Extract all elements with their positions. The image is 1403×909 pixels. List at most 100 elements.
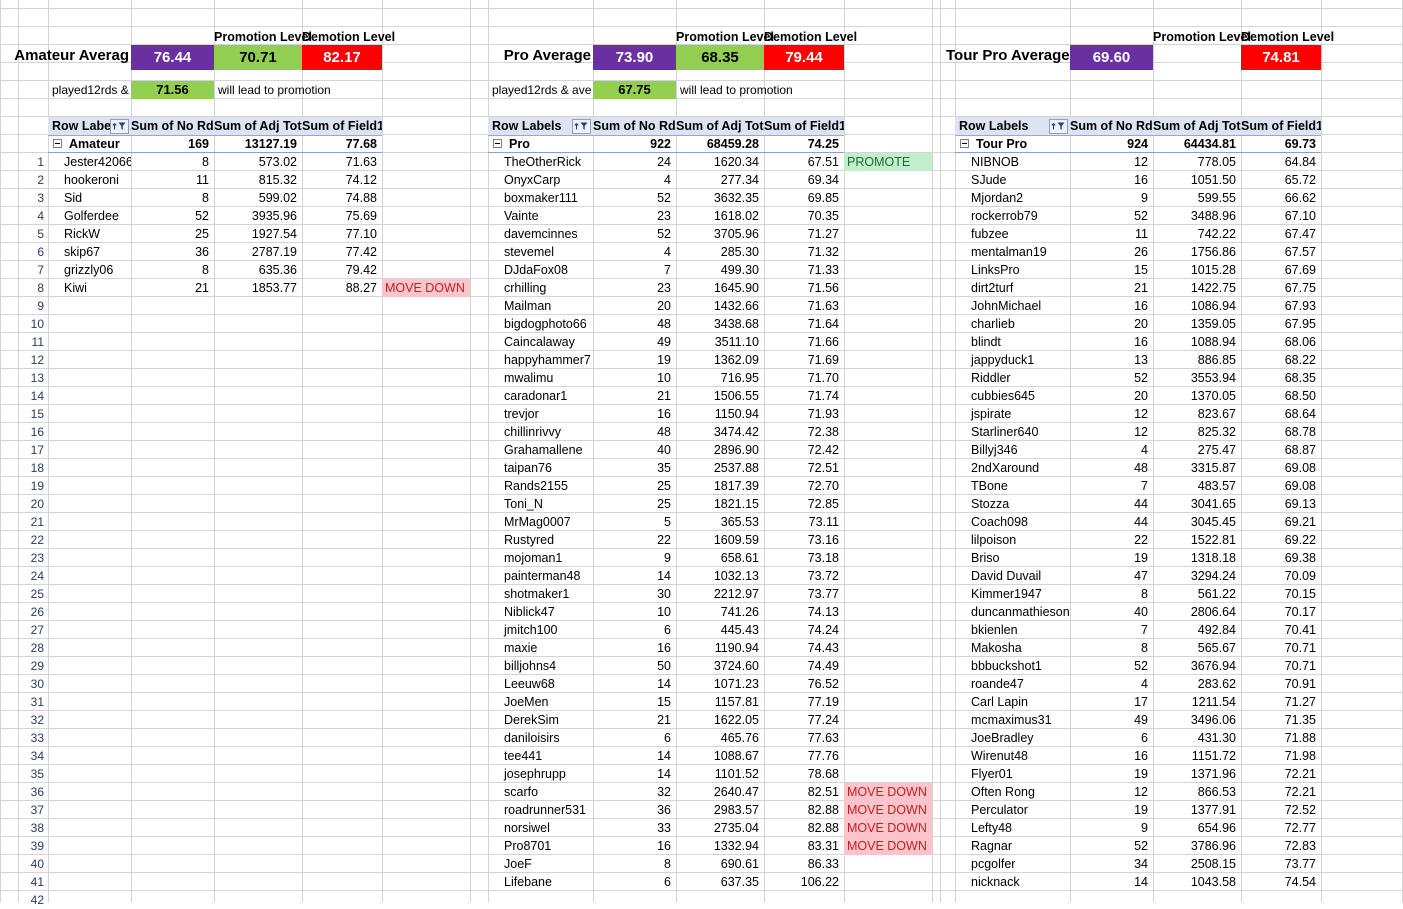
field1-cell[interactable]: 77.19 [807, 695, 839, 709]
field1-cell[interactable]: 77.24 [807, 713, 839, 727]
adj-total-cell[interactable]: 499.30 [720, 263, 759, 277]
no-rds-cell[interactable]: 19 [1134, 551, 1148, 565]
field1-cell[interactable]: 74.88 [345, 191, 377, 205]
no-rds-cell[interactable]: 7 [1141, 623, 1148, 637]
no-rds-cell[interactable]: 6 [1141, 731, 1148, 745]
column-header-no-rds[interactable]: Sum of No Rds [131, 117, 214, 136]
field1-cell[interactable]: 72.51 [807, 461, 839, 475]
player-name-cell[interactable]: hookeroni [64, 173, 119, 187]
no-rds-cell[interactable]: 52 [657, 227, 671, 241]
player-name-cell[interactable]: mentalman19 [971, 245, 1047, 259]
player-name-cell[interactable]: taipan76 [504, 461, 552, 475]
adj-total-cell[interactable]: 1756.86 [1190, 245, 1236, 259]
field1-cell[interactable]: 74.43 [807, 641, 839, 655]
no-rds-cell[interactable]: 4 [1141, 677, 1148, 691]
adj-total-cell[interactable]: 1150.94 [714, 407, 759, 421]
no-rds-cell[interactable]: 48 [1134, 461, 1148, 475]
no-rds-cell[interactable]: 17 [1134, 695, 1148, 709]
player-name-cell[interactable]: JoeF [504, 857, 532, 871]
column-header-row-labels[interactable]: Row Labels [955, 117, 1070, 136]
adj-total-cell[interactable]: 3496.06 [1190, 713, 1236, 727]
field1-cell[interactable]: 72.52 [1284, 803, 1316, 817]
player-name-cell[interactable]: charlieb [971, 317, 1015, 331]
adj-total-cell[interactable]: 1332.94 [713, 839, 759, 853]
player-name-cell[interactable]: Golferdee [64, 209, 119, 223]
no-rds-cell[interactable]: 4 [664, 245, 671, 259]
adj-total-cell[interactable]: 1157.81 [714, 695, 759, 709]
player-name-cell[interactable]: trevjor [504, 407, 539, 421]
field1-cell[interactable]: 69.21 [1284, 515, 1316, 529]
player-name-cell[interactable]: Jester42066 [64, 155, 131, 169]
adj-total-cell[interactable]: 1015.28 [1190, 263, 1236, 277]
adj-total-cell[interactable]: 2806.64 [1190, 605, 1236, 619]
adj-total-cell[interactable]: 1853.77 [251, 281, 297, 295]
no-rds-cell[interactable]: 22 [1134, 533, 1148, 547]
adj-total-cell[interactable]: 1609.59 [713, 533, 759, 547]
field1-cell[interactable]: 72.77 [1284, 821, 1316, 835]
field1-cell[interactable]: 69.08 [1284, 479, 1316, 493]
adj-total-cell[interactable]: 635.36 [258, 263, 297, 277]
adj-total-cell[interactable]: 1362.09 [713, 353, 759, 367]
collapse-expand-icon[interactable] [53, 139, 62, 148]
column-header-field1[interactable]: Sum of Field1 [764, 117, 844, 136]
field1-cell[interactable]: 71.69 [807, 353, 839, 367]
player-name-cell[interactable]: JohnMichael [971, 299, 1042, 313]
adj-total-cell[interactable]: 492.84 [1197, 623, 1236, 637]
player-name-cell[interactable]: fubzee [971, 227, 1009, 241]
player-name-cell[interactable]: cubbies645 [971, 389, 1035, 403]
field1-cell[interactable]: 72.83 [1284, 839, 1316, 853]
field1-cell[interactable]: 67.95 [1284, 317, 1316, 331]
adj-total-cell[interactable]: 1377.91 [1190, 803, 1236, 817]
no-rds-cell[interactable]: 15 [657, 695, 671, 709]
adj-total-cell[interactable]: 1086.94 [1190, 299, 1236, 313]
player-name-cell[interactable]: rockerrob79 [971, 209, 1038, 223]
player-name-cell[interactable]: painterman48 [504, 569, 581, 583]
column-header-row-labels[interactable]: Row Labels [488, 117, 593, 136]
field1-cell[interactable]: 82.51 [807, 785, 839, 799]
adj-total-cell[interactable]: 2508.15 [1190, 857, 1236, 871]
player-name-cell[interactable]: Mjordan2 [971, 191, 1024, 205]
player-name-cell[interactable]: Ragnar [971, 839, 1012, 853]
field1-cell[interactable]: 73.16 [807, 533, 839, 547]
field1-cell[interactable]: 67.69 [1284, 263, 1316, 277]
column-header-adj-total[interactable]: Sum of Adj Total [214, 117, 302, 136]
adj-total-cell[interactable]: 599.02 [258, 191, 297, 205]
adj-total-cell[interactable]: 3315.87 [1190, 461, 1236, 475]
no-rds-cell[interactable]: 11 [196, 173, 209, 187]
adj-total-cell[interactable]: 2537.88 [713, 461, 759, 475]
player-name-cell[interactable]: Lifebane [504, 875, 552, 889]
adj-total-cell[interactable]: 3676.94 [1190, 659, 1236, 673]
player-name-cell[interactable]: grizzly06 [64, 263, 114, 277]
player-name-cell[interactable]: Starliner640 [971, 425, 1039, 439]
adj-total-cell[interactable]: 1101.52 [714, 767, 759, 781]
adj-total-cell[interactable]: 637.35 [720, 875, 759, 889]
column-header-adj-total[interactable]: Sum of Adj Total [1153, 117, 1241, 136]
player-name-cell[interactable]: bbbuckshot1 [971, 659, 1042, 673]
player-name-cell[interactable]: DJdaFox08 [504, 263, 568, 277]
player-name-cell[interactable]: Carl Lapin [971, 695, 1028, 709]
adj-total-cell[interactable]: 1622.05 [713, 713, 759, 727]
player-name-cell[interactable]: chillinrivvy [504, 425, 561, 439]
adj-total-cell[interactable]: 365.53 [720, 515, 759, 529]
no-rds-cell[interactable]: 52 [1134, 371, 1148, 385]
player-name-cell[interactable]: Vainte [504, 209, 539, 223]
adj-total-cell[interactable]: 465.76 [720, 731, 759, 745]
field1-cell[interactable]: 68.35 [1284, 371, 1316, 385]
no-rds-cell[interactable]: 52 [195, 209, 209, 223]
no-rds-cell[interactable]: 52 [1134, 839, 1148, 853]
no-rds-cell[interactable]: 16 [1134, 749, 1148, 763]
field1-cell[interactable]: 72.85 [807, 497, 839, 511]
adj-total-cell[interactable]: 3511.10 [714, 335, 759, 349]
field1-cell[interactable]: 71.66 [807, 335, 839, 349]
player-name-cell[interactable]: bigdogphoto66 [504, 317, 587, 331]
no-rds-cell[interactable]: 16 [1134, 173, 1148, 187]
no-rds-cell[interactable]: 16 [1134, 335, 1148, 349]
no-rds-cell[interactable]: 19 [1134, 803, 1148, 817]
no-rds-cell[interactable]: 11 [1135, 227, 1148, 241]
adj-total-cell[interactable]: 445.43 [720, 623, 759, 637]
player-name-cell[interactable]: Perculator [971, 803, 1028, 817]
no-rds-cell[interactable]: 8 [202, 155, 209, 169]
filter-icon[interactable] [1049, 119, 1068, 134]
no-rds-cell[interactable]: 10 [657, 605, 671, 619]
field1-cell[interactable]: 73.18 [807, 551, 839, 565]
